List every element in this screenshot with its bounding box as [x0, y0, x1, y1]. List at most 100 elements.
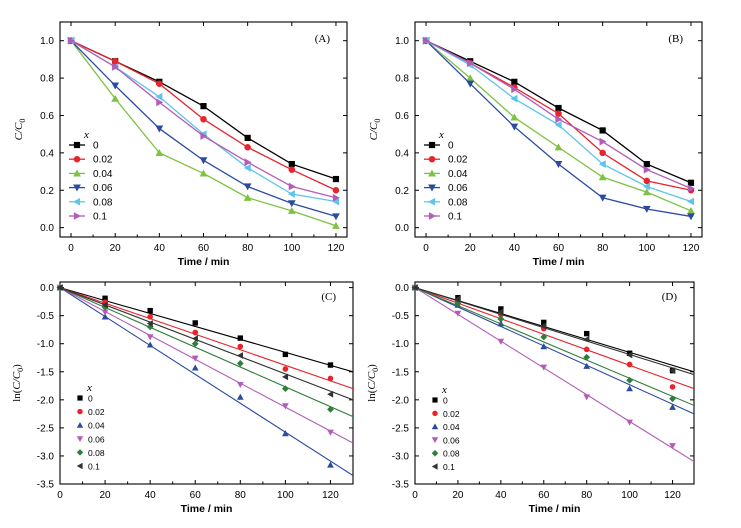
y-tick-label: 0.2 [395, 186, 409, 197]
y-tick-label: -0.5 [37, 311, 55, 322]
legend-marker [73, 197, 81, 206]
data-point [497, 315, 505, 323]
data-point [236, 393, 244, 400]
y-axis-label: C/C0 [368, 119, 382, 141]
data-point [599, 127, 606, 134]
data-point [146, 320, 153, 327]
data-point [687, 179, 695, 186]
data-point [288, 166, 296, 173]
data-point [67, 36, 75, 45]
legend-marker [428, 212, 436, 220]
x-tick-label: 20 [110, 243, 122, 254]
data-point [236, 381, 244, 389]
data-point [555, 104, 562, 112]
data-point [497, 308, 504, 316]
x-tick-label: 20 [100, 490, 112, 501]
data-point [555, 110, 562, 117]
data-point [147, 307, 153, 314]
data-point [111, 82, 120, 90]
chart-panel-2: 0 20 40 60 80 100 120 0.0 0.2 0.4 0.6 0.8 1.0 Time / … [368, 21, 703, 268]
series-0.1 [67, 36, 340, 202]
data-point [199, 157, 208, 165]
y-tick-label: 0.6 [40, 111, 54, 122]
y-tick-label: -1.5 [392, 367, 410, 378]
data-point [422, 36, 430, 45]
legend-label: 0 [448, 141, 454, 152]
data-point [282, 373, 289, 381]
legend-marker [428, 141, 436, 149]
panel-label: (A) [315, 33, 331, 45]
legend-marker [431, 423, 439, 430]
data-point [332, 221, 340, 229]
data-point [466, 74, 475, 82]
data-point [237, 335, 244, 341]
legend-label: 0.04 [448, 169, 468, 180]
data-point [511, 85, 519, 94]
data-point [642, 205, 651, 213]
legend-marker [431, 437, 439, 444]
legend-label: 0.1 [88, 462, 100, 472]
data-point [510, 113, 519, 121]
x-tick-label: 60 [198, 243, 210, 254]
y-tick-label: 1.0 [395, 36, 409, 47]
data-point [101, 309, 109, 316]
data-point [288, 160, 295, 168]
x-axis-label: Time / min [178, 256, 230, 268]
data-point [244, 144, 251, 151]
data-point [332, 187, 340, 194]
data-point [192, 329, 199, 336]
legend-marker [428, 197, 436, 206]
fit-line [60, 287, 353, 444]
data-point [282, 351, 289, 358]
x-tick-label: 100 [277, 490, 294, 501]
y-axis-label-sub: 0 [371, 368, 380, 372]
x-tick-label: 100 [283, 243, 300, 254]
data-point [236, 359, 244, 367]
data-point [541, 319, 547, 326]
y-axis-label-text: C/C [368, 122, 380, 140]
y-tick-label: -0.5 [392, 311, 410, 322]
data-point [540, 343, 548, 350]
legend-label: 0.1 [93, 212, 107, 223]
legend-label: 0.06 [448, 183, 468, 194]
series-0.08 [411, 284, 694, 406]
data-point [101, 301, 108, 309]
fit-line [415, 287, 694, 463]
data-point [554, 120, 562, 129]
x-tick-label: 120 [322, 490, 339, 501]
data-point [540, 322, 547, 330]
data-point [642, 182, 650, 191]
data-point [243, 183, 252, 191]
x-tick-label: 40 [154, 243, 166, 254]
y-axis-label-sub: 0 [373, 119, 382, 123]
legend-label: 0.08 [448, 197, 468, 208]
data-point [599, 149, 606, 157]
series-0.02 [57, 284, 353, 390]
legend: x0 0.02 0.04 0.06 0.08 0.1 [69, 129, 113, 223]
data-point [497, 338, 505, 345]
y-tick-label: -1.0 [392, 339, 410, 350]
data-point [669, 384, 676, 390]
legend-label: 0.04 [443, 422, 460, 432]
data-point [282, 366, 289, 372]
y-tick-label: -2.5 [392, 423, 410, 434]
legend-label: 0.06 [443, 435, 460, 445]
data-point [327, 362, 334, 368]
legend-marker [431, 449, 439, 457]
legend-marker [76, 436, 84, 443]
series-0 [57, 284, 353, 373]
y-tick-label: 0.0 [40, 223, 54, 234]
legend-marker [73, 155, 81, 163]
data-point [669, 443, 676, 450]
y-tick-label: 0.0 [40, 283, 54, 294]
legend-title: x [83, 129, 89, 141]
data-point [626, 376, 633, 384]
x-tick-label: 80 [235, 490, 247, 501]
series-0.04 [56, 284, 353, 477]
y-axis-label: ln(C/C0) [366, 364, 380, 402]
legend-label: 0 [443, 396, 448, 406]
x-tick-label: 120 [664, 490, 681, 501]
data-point [411, 284, 418, 291]
data-point [498, 306, 504, 312]
